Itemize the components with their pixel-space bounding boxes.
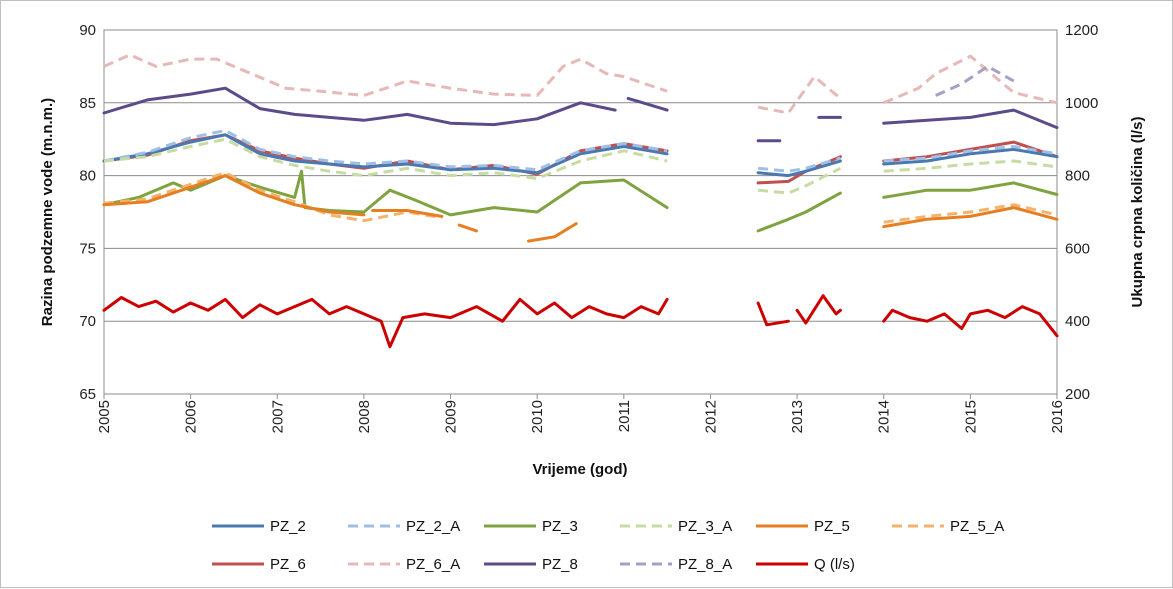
series-line-pz-5	[102, 174, 1059, 243]
legend-label: PZ_5	[814, 518, 850, 535]
right-tick-label: 400	[1065, 313, 1090, 330]
x-tick-label: 2005	[96, 400, 113, 433]
right-tick-label: 600	[1065, 240, 1090, 257]
legend-item: PZ_6	[212, 556, 306, 573]
right-axis-ticks: 200 400 600 800 1000 1200	[1065, 22, 1098, 403]
left-tick-label: 65	[79, 386, 96, 403]
x-tick-label: 2016	[1049, 400, 1066, 433]
left-tick-label: 70	[79, 313, 96, 330]
grid-lines	[104, 29, 1057, 395]
legend-label: PZ_2_A	[406, 518, 460, 535]
legend-item: PZ_2	[212, 518, 306, 535]
right-tick-label: 800	[1065, 168, 1090, 185]
legend-label: PZ_8	[542, 556, 578, 573]
series-line-pz-2-a	[103, 129, 1058, 173]
right-tick-label: 1000	[1065, 95, 1098, 112]
series-layer	[102, 53, 1059, 349]
x-tick-label: 2014	[876, 400, 893, 433]
right-tick-label: 1200	[1065, 22, 1098, 39]
series-line-pz-2	[102, 133, 1059, 178]
x-tick-label: 2006	[183, 400, 200, 433]
x-tick-label: 2009	[443, 400, 460, 433]
series-line-pz-5-a	[103, 171, 1058, 224]
legend-label: PZ_6	[270, 556, 306, 573]
legend-item: PZ_3	[484, 518, 578, 535]
x-axis-ticks: 2005 2006 2007 2008 2009 2010 2011 2012 2013 2014…	[96, 394, 1066, 433]
left-axis-title: Razina podzemne vode (m.n.m.)	[39, 98, 56, 326]
plot-area-border	[103, 29, 1058, 395]
x-tick-label: 2011	[616, 400, 633, 432]
legend-item: PZ_6_A	[348, 556, 460, 573]
legend-item: PZ_8	[484, 556, 578, 573]
x-tick-label: 2015	[962, 400, 979, 433]
legend-item: Q (l/s)	[756, 556, 855, 573]
left-axis-ticks: 65 70 75 80 85 90	[79, 22, 96, 403]
x-tick-label: 2013	[789, 400, 806, 433]
series-line-pz-6-a	[103, 53, 1058, 115]
legend: PZ_2 PZ_2_A PZ_3 PZ_3_A PZ_5 PZ_5_A PZ_6 PZ_6_A…	[212, 518, 1004, 573]
right-tick-label: 200	[1065, 386, 1090, 403]
legend-item: PZ_5_A	[892, 518, 1004, 535]
x-tick-label: 2008	[356, 400, 373, 433]
left-tick-label: 85	[79, 95, 96, 112]
legend-label: PZ_6_A	[406, 556, 460, 573]
legend-item: PZ_8_A	[620, 556, 732, 573]
series-line-pz-3-a	[103, 137, 1058, 195]
left-tick-label: 75	[79, 240, 96, 257]
series-line-pz-8	[102, 86, 1059, 143]
legend-item: PZ_5	[756, 518, 850, 535]
legend-item: PZ_2_A	[348, 518, 460, 535]
series-line-q-l-s-	[102, 294, 1059, 349]
legend-item: PZ_3_A	[620, 518, 732, 535]
left-tick-label: 90	[79, 22, 96, 39]
left-tick-label: 80	[79, 168, 96, 185]
legend-label: PZ_3	[542, 518, 578, 535]
legend-label: Q (l/s)	[814, 556, 855, 573]
legend-label: PZ_2	[270, 518, 306, 535]
x-tick-label: 2010	[529, 400, 546, 433]
x-axis-title: Vrijeme (god)	[532, 461, 627, 478]
series-line-pz-8-a	[935, 64, 1015, 97]
x-tick-label: 2007	[269, 400, 286, 433]
right-axis-title: Ukupna crpna količina (l/s)	[1129, 117, 1146, 308]
x-tick-label: 2012	[702, 400, 719, 433]
legend-label: PZ_5_A	[950, 518, 1004, 535]
legend-label: PZ_3_A	[678, 518, 732, 535]
legend-label: PZ_8_A	[678, 556, 732, 573]
